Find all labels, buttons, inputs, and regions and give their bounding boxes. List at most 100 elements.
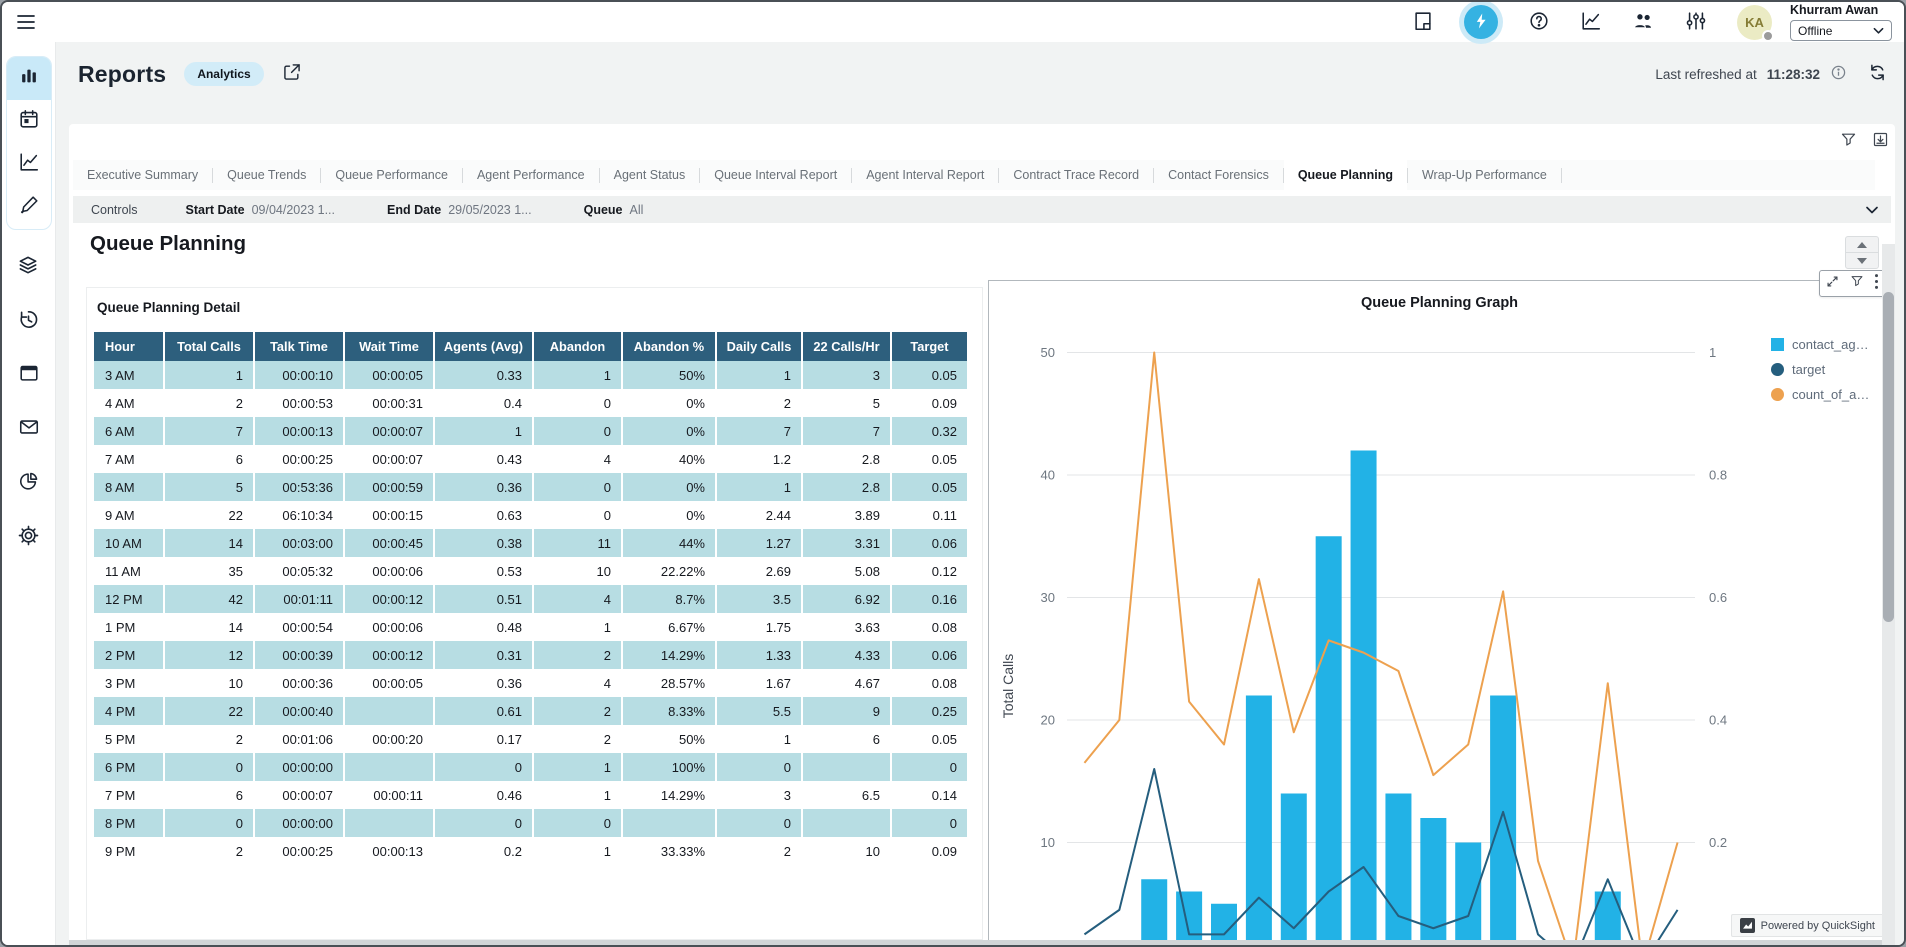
table-cell[interactable]: 1 [165,361,255,389]
table-cell[interactable]: 00:00:20 [345,725,435,753]
bar-7am[interactable] [1176,892,1202,947]
table-cell[interactable]: 1 [717,725,803,753]
table-cell[interactable]: 10 [803,837,892,865]
table-cell[interactable]: 1.2 [717,445,803,473]
table-cell[interactable]: 0.38 [435,529,534,557]
help-button[interactable] [1528,10,1550,35]
table-cell[interactable]: 4.33 [803,641,892,669]
table-cell[interactable]: 4.67 [803,669,892,697]
bar-6am[interactable] [1141,879,1167,947]
table-cell[interactable]: 6.92 [803,585,892,613]
table-cell[interactable]: 0 [534,809,623,837]
table-cell[interactable]: 1 PM [94,613,165,641]
table-cell[interactable]: 2 [165,725,255,753]
table-cell[interactable]: 0 [165,809,255,837]
legend-item-contact-ag-[interactable]: contact_ag… [1771,337,1869,352]
tab-executive-summary[interactable]: Executive Summary [73,160,212,190]
scroll-down-button[interactable] [1846,253,1878,268]
horizontal-scrollbar[interactable] [69,940,1882,945]
bar-1pm[interactable] [1385,794,1411,947]
table-cell[interactable]: 0.33 [435,361,534,389]
table-cell[interactable] [345,753,435,781]
table-cell[interactable]: 0 [165,753,255,781]
table-cell[interactable]: 9 AM [94,501,165,529]
table-cell[interactable]: 1 [534,361,623,389]
table-cell[interactable]: 00:00:10 [255,361,345,389]
table-cell[interactable]: 6.5 [803,781,892,809]
table-cell[interactable]: 0.17 [435,725,534,753]
table-cell[interactable]: 0 [534,417,623,445]
table-cell[interactable]: 0.53 [435,557,534,585]
table-cell[interactable]: 6 [803,725,892,753]
settings-sliders-button[interactable] [1685,10,1707,35]
tab-agent-status[interactable]: Agent Status [600,160,700,190]
table-cell[interactable]: 22 [165,501,255,529]
table-cell[interactable]: 10 [165,669,255,697]
table-cell[interactable]: 0% [623,501,717,529]
scroll-up-button[interactable] [1846,237,1878,253]
table-cell[interactable]: 4 AM [94,389,165,417]
table-cell[interactable]: 14.29% [623,641,717,669]
table-cell[interactable]: 00:00:25 [255,837,345,865]
table-cell[interactable]: 0.51 [435,585,534,613]
table-cell[interactable] [803,809,892,837]
table-cell[interactable]: 0% [623,389,717,417]
table-cell[interactable]: 0% [623,473,717,501]
table-cell[interactable]: 0.25 [892,697,967,725]
sidebar-item-workspace[interactable] [7,354,51,397]
table-cell[interactable]: 42 [165,585,255,613]
refresh-button[interactable] [1867,62,1888,86]
table-cell[interactable]: 0 [534,473,623,501]
agents-button[interactable] [1632,9,1655,35]
table-cell[interactable]: 00:00:07 [345,445,435,473]
table-cell[interactable]: 2.44 [717,501,803,529]
table-cell[interactable]: 1 [717,473,803,501]
table-cell[interactable]: 00:00:36 [255,669,345,697]
bar-3pm[interactable] [1455,843,1481,947]
table-cell[interactable]: 1.27 [717,529,803,557]
table-cell[interactable]: 00:00:54 [255,613,345,641]
table-cell[interactable]: 2 [534,641,623,669]
table-cell[interactable]: 3.89 [803,501,892,529]
table-cell[interactable] [345,809,435,837]
table-cell[interactable]: 0 [892,753,967,781]
table-cell[interactable]: 0.31 [435,641,534,669]
table-cell[interactable]: 00:00:25 [255,445,345,473]
table-cell[interactable]: 00:53:36 [255,473,345,501]
table-cell[interactable]: 5 PM [94,725,165,753]
open-in-new-button[interactable] [282,62,302,87]
filter-end-date[interactable]: End Date29/05/2023 1... [387,203,532,217]
table-cell[interactable]: 2 [534,697,623,725]
table-cell[interactable]: 00:00:45 [345,529,435,557]
column-header[interactable]: Abandon [534,332,623,361]
table-cell[interactable]: 35 [165,557,255,585]
table-cell[interactable]: 00:00:13 [255,417,345,445]
table-cell[interactable]: 0.06 [892,529,967,557]
table-cell[interactable]: 1 [717,361,803,389]
table-cell[interactable]: 5 [803,389,892,417]
table-cell[interactable]: 00:05:32 [255,557,345,585]
table-cell[interactable]: 1.67 [717,669,803,697]
filter-queue[interactable]: QueueAll [584,203,644,217]
table-cell[interactable]: 0.32 [892,417,967,445]
table-cell[interactable]: 6 [165,781,255,809]
sidebar-item-datasets[interactable] [7,246,51,289]
table-cell[interactable] [803,753,892,781]
table-cell[interactable]: 00:00:07 [255,781,345,809]
table-cell[interactable]: 8.33% [623,697,717,725]
maximize-button[interactable] [1825,274,1840,294]
table-cell[interactable]: 7 AM [94,445,165,473]
table-cell[interactable]: 0 [435,809,534,837]
sidebar-item-reports[interactable] [7,57,51,100]
filter-start-date[interactable]: Start Date09/04/2023 1... [186,203,335,217]
table-cell[interactable]: 4 PM [94,697,165,725]
table-cell[interactable]: 0.05 [892,445,967,473]
table-cell[interactable]: 00:00:00 [255,809,345,837]
metrics-button[interactable] [1580,10,1602,35]
table-cell[interactable]: 2.8 [803,445,892,473]
table-cell[interactable]: 1.33 [717,641,803,669]
table-cell[interactable]: 0 [534,501,623,529]
menu-button[interactable] [14,10,38,34]
status-dropdown[interactable]: Offline [1790,20,1892,41]
tab-wrap-up-performance[interactable]: Wrap-Up Performance [1408,160,1561,190]
